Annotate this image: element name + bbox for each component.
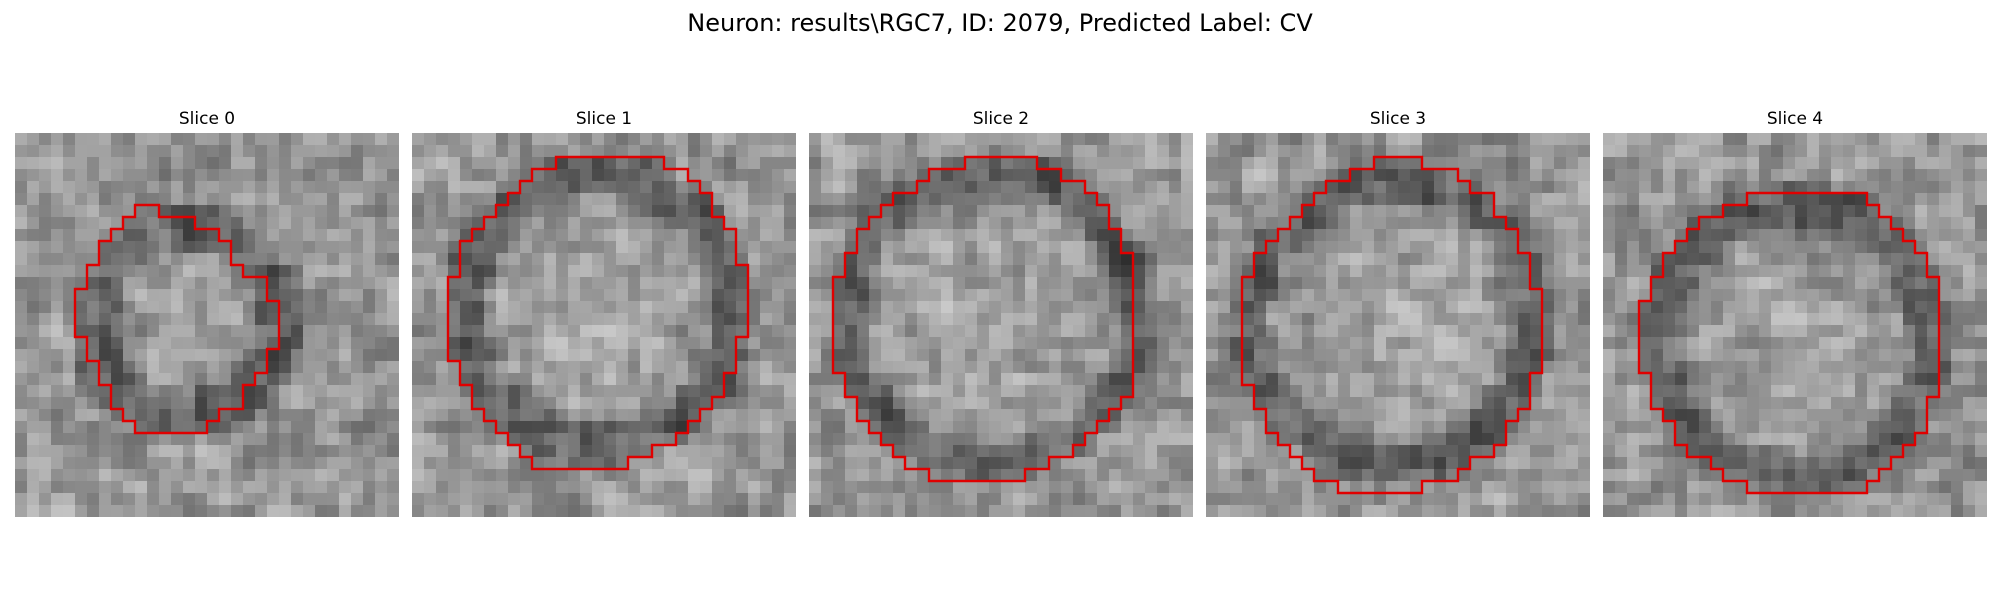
slice-image-1 <box>412 133 796 517</box>
slice-panel-0: Slice 0 <box>15 108 399 518</box>
slice-image-4 <box>1603 133 1987 517</box>
slice-title-2: Slice 2 <box>972 109 1030 129</box>
slice-panel-1: Slice 1 <box>412 108 796 518</box>
slice-title-3: Slice 3 <box>1369 109 1427 129</box>
slice-panel-2: Slice 2 <box>809 108 1193 518</box>
slice-title-4: Slice 4 <box>1766 109 1824 129</box>
slice-title-1: Slice 1 <box>575 109 633 129</box>
slice-panel-3: Slice 3 <box>1206 108 1590 518</box>
slice-image-3 <box>1206 133 1590 517</box>
figure-title: Neuron: results\RGC7, ID: 2079, Predicte… <box>687 9 1313 37</box>
slice-title-0: Slice 0 <box>178 109 236 129</box>
slice-image-0 <box>15 133 399 517</box>
slice-panel-4: Slice 4 <box>1603 108 1987 518</box>
slice-image-2 <box>809 133 1193 517</box>
